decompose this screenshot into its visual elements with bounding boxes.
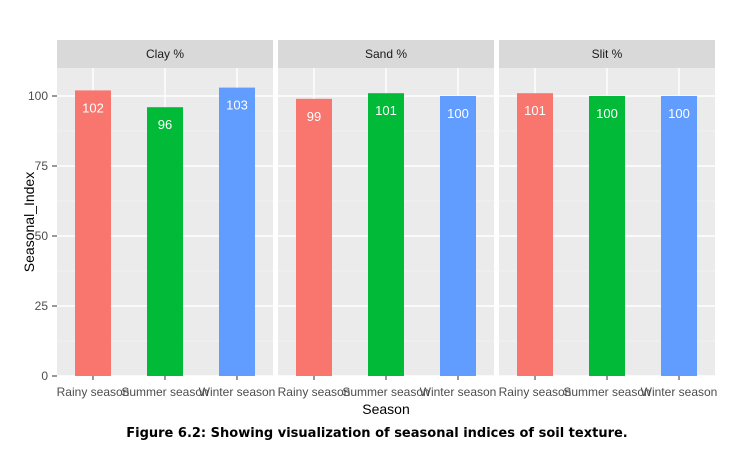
x-tick-label: Rainy season (499, 385, 572, 399)
bar-value-label: 101 (375, 103, 397, 118)
facet-title: Slit % (592, 47, 623, 61)
bar (147, 107, 183, 376)
bar-value-label: 99 (307, 109, 321, 124)
y-tick-label: 25 (35, 299, 49, 313)
faceted-bar-chart: 0 25 50 75 100 Clay % 102 Rainy season 96 Summer … (21, 40, 718, 417)
x-tick-label: Winter season (420, 385, 497, 399)
x-tick-label: Summer season (121, 385, 208, 399)
facet-title: Clay % (146, 47, 184, 61)
bar (75, 90, 111, 377)
x-axis-title: Season (362, 401, 409, 417)
bar (368, 93, 404, 376)
bar (589, 96, 625, 376)
bar (296, 98, 332, 377)
bar (517, 93, 553, 376)
facet-strip (278, 40, 494, 68)
x-tick-label: Winter season (641, 385, 718, 399)
bar (661, 96, 697, 376)
facet-strip (57, 40, 273, 68)
bar (219, 87, 255, 376)
x-tick-label: Winter season (199, 385, 276, 399)
y-tick-label: 0 (41, 369, 48, 383)
y-tick-label: 50 (35, 229, 49, 243)
bar-value-label: 102 (82, 100, 104, 115)
y-tick-label: 100 (28, 89, 48, 103)
y-tick-label: 75 (35, 159, 49, 173)
facet-strip (499, 40, 715, 68)
y-axis-title: Seasonal_Index (21, 172, 37, 272)
bar-value-label: 100 (668, 106, 690, 121)
bar-value-label: 101 (524, 103, 546, 118)
figure-caption: Figure 6.2: Showing visualization of sea… (126, 426, 628, 441)
x-tick-label: Summer season (563, 385, 650, 399)
bar (440, 96, 476, 376)
facet-title: Sand % (365, 47, 407, 61)
x-tick-label: Summer season (342, 385, 429, 399)
bar-value-label: 100 (596, 106, 618, 121)
bar-value-label: 103 (226, 98, 248, 113)
bar-value-label: 96 (158, 117, 172, 132)
bar-value-label: 100 (447, 106, 469, 121)
x-tick-label: Rainy season (278, 385, 351, 399)
x-tick-label: Rainy season (57, 385, 130, 399)
